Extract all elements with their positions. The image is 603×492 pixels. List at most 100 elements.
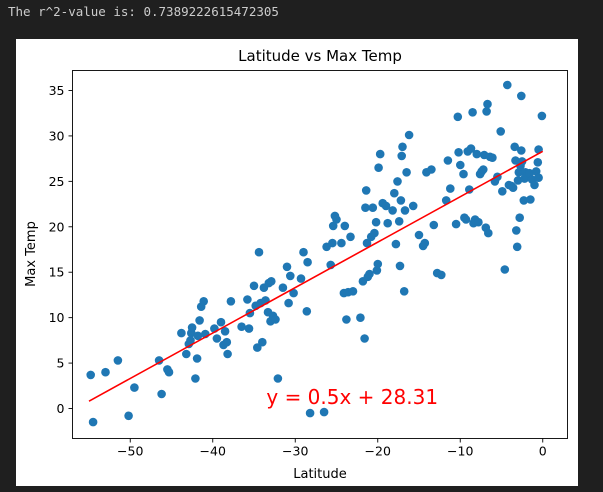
data-point-139 [483,99,492,109]
data-point-48 [271,315,280,324]
data-point-24 [212,334,222,343]
data-point-95 [391,239,401,249]
data-point-102 [399,287,409,296]
data-point-103 [400,206,410,215]
data-point-88 [374,163,383,172]
y-tick-label-35: 35 [49,83,65,98]
data-point-127 [466,144,476,153]
data-point-172 [533,158,543,167]
data-point-99 [396,196,406,205]
data-point-142 [488,153,497,162]
data-point-40 [258,337,267,347]
data-point-163 [519,196,529,205]
y-tick-label-0: 0 [57,401,65,416]
y-tick-label-30: 30 [49,128,65,143]
data-point-81 [365,269,374,279]
data-point-5 [130,383,139,392]
data-point-67 [337,238,346,248]
data-point-94 [390,188,399,198]
data-point-60 [319,407,329,417]
regression-layer [88,150,544,402]
data-point-161 [517,91,526,101]
data-point-9 [164,367,174,377]
data-point-122 [459,169,468,179]
data-point-175 [537,111,547,121]
data-point-6 [154,356,164,365]
data-point-29 [223,349,232,359]
data-point-151 [508,183,518,192]
x-tick-label--40: −40 [200,444,226,459]
data-point-19 [195,316,204,325]
regression-equation: y = 0.5x + 28.31 [266,385,438,409]
data-point-27 [220,327,230,336]
data-point-98 [395,261,405,271]
data-point-93 [388,206,397,215]
data-point-154 [512,226,521,235]
data-point-25 [216,317,226,327]
data-point-153 [511,156,520,165]
data-point-135 [479,165,488,174]
data-point-37 [253,343,262,352]
x-tick-label--30: −30 [282,444,308,459]
data-point-46 [267,277,276,286]
data-point-21 [199,297,208,306]
x-tick-label--10: −10 [447,444,473,459]
data-point-70 [342,315,351,324]
data-point-138 [482,107,491,116]
data-point-86 [372,266,382,275]
x-axis-label: Latitude [293,467,347,482]
data-point-109 [420,238,430,248]
data-point-32 [243,295,252,304]
ticks-layer: −50 −40 −30 −20 −10 0 0 5 10 15 20 25 30 35 [49,83,547,459]
data-point-28 [222,337,232,347]
data-point-105 [404,130,414,140]
y-tick-label-20: 20 [49,219,65,234]
data-point-51 [282,262,292,272]
data-point-78 [361,186,371,195]
data-point-59 [305,408,315,418]
points-layer [86,80,547,427]
y-tick-label-10: 10 [49,310,65,325]
y-tick-label-15: 15 [49,265,65,280]
data-point-119 [453,112,463,122]
data-point-33 [244,324,254,333]
data-point-73 [348,287,358,296]
data-point-63 [328,238,337,248]
data-point-79 [362,238,372,248]
data-point-100 [397,151,407,161]
data-point-76 [360,334,369,343]
data-point-120 [454,148,463,157]
data-point-132 [474,217,483,227]
data-point-117 [446,184,455,193]
data-point-55 [296,274,306,283]
data-point-69 [340,221,350,231]
data-point-152 [510,142,519,152]
data-point-170 [530,180,539,190]
data-point-15 [187,323,197,332]
data-point-112 [429,220,439,230]
data-point-52 [284,298,293,308]
data-point-87 [373,259,383,269]
regression-line [88,150,544,402]
data-point-53 [286,271,295,281]
plot-frame [72,70,568,439]
data-point-72 [346,232,355,242]
data-point-107 [414,230,424,240]
data-point-121 [456,160,465,170]
data-point-101 [398,142,407,152]
data-point-131 [472,149,482,159]
data-point-50 [278,283,288,292]
data-point-77 [361,203,370,212]
x-tick-label--50: −50 [117,444,143,459]
data-point-140 [484,228,493,238]
data-point-18 [193,331,203,341]
data-point-111 [427,165,436,174]
data-point-89 [375,149,385,159]
scatter-chart: Latitude vs Max Temp −50 −40 −30 −20 −10 0 0 5 1… [24,47,568,482]
y-tick-label-25: 25 [49,174,65,189]
data-point-66 [332,215,341,224]
y-tick-label-5: 5 [57,356,65,371]
data-point-173 [534,173,543,182]
data-point-57 [302,307,312,316]
data-point-104 [402,168,411,177]
